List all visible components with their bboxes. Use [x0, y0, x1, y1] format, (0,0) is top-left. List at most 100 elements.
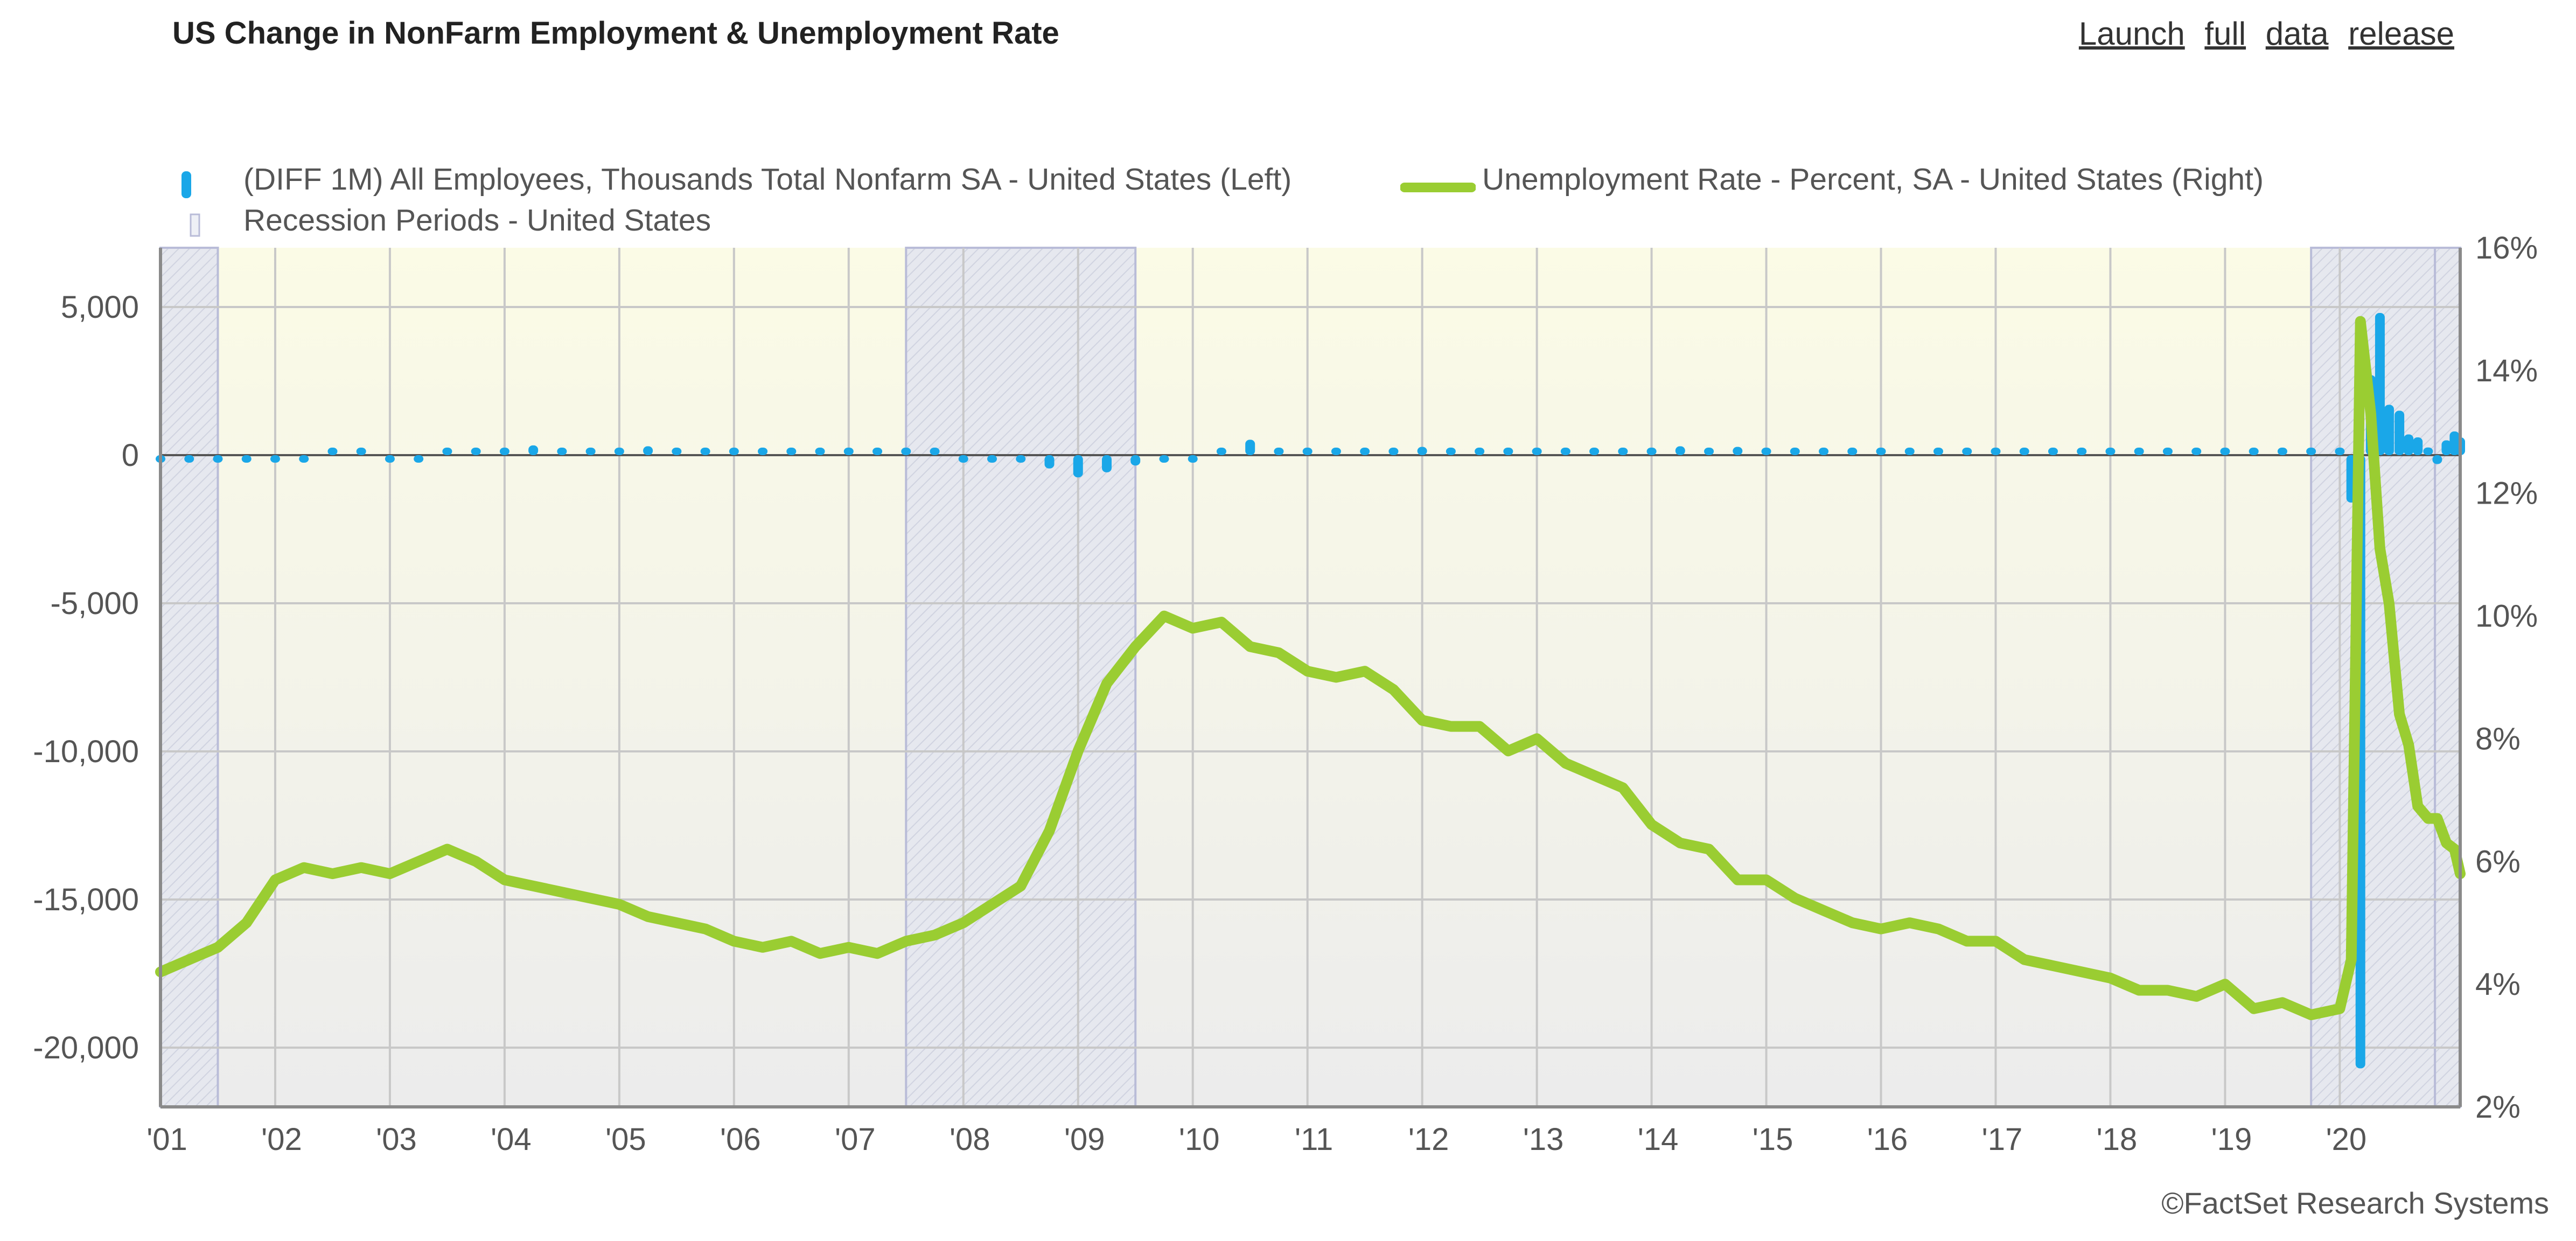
- payroll-bar: [241, 455, 252, 463]
- x-tick-label: '16: [1867, 1122, 1908, 1157]
- payroll-bar: [1159, 455, 1169, 463]
- release-word[interactable]: release: [2348, 16, 2454, 52]
- bar-marker-icon: [181, 171, 191, 198]
- y-left-tick-label: 5,000: [61, 290, 139, 325]
- y-right-tick-label: 16%: [2475, 231, 2538, 266]
- payroll-bar: [1933, 448, 1943, 455]
- payroll-bar: [471, 448, 481, 455]
- payroll-bar: [1503, 448, 1513, 455]
- payroll-bar: [2306, 448, 2316, 455]
- x-tick-label: '19: [2211, 1122, 2252, 1157]
- launch-data-release-link[interactable]: Launch full data release: [2068, 15, 2454, 52]
- payroll-bar: [987, 455, 997, 463]
- y-right-tick-label: 10%: [2475, 599, 2538, 634]
- recession-band: [2434, 247, 2461, 1108]
- payroll-bar: [414, 455, 424, 463]
- payroll-bar: [614, 448, 624, 455]
- payroll-bar: [2413, 437, 2423, 455]
- payroll-bar: [2249, 448, 2259, 455]
- payroll-bar: [1274, 448, 1284, 455]
- payroll-bar: [1101, 455, 1112, 472]
- x-tick-label: '03: [376, 1122, 417, 1157]
- payroll-bar: [2423, 447, 2433, 455]
- x-tick-label: '11: [1295, 1122, 1333, 1157]
- release-word[interactable]: Launch: [2078, 16, 2185, 52]
- x-tick-label: '06: [720, 1122, 761, 1157]
- payroll-bar: [184, 455, 194, 463]
- payroll-bar: [1904, 448, 1915, 455]
- x-tick-label: '08: [950, 1122, 990, 1157]
- payroll-bar: [2432, 455, 2442, 464]
- payroll-bar: [1360, 448, 1370, 455]
- recession-band: [905, 247, 1137, 1108]
- line-marker-icon: [1400, 183, 1476, 192]
- payroll-bar: [700, 448, 710, 455]
- unemployment-line: [155, 316, 2466, 1021]
- y-left-tick-label: 0: [122, 438, 139, 473]
- payroll-bar: [1733, 447, 1743, 455]
- payroll-bar: [557, 448, 567, 455]
- payroll-bar: [2191, 448, 2202, 455]
- payroll-bar: [385, 455, 395, 463]
- payroll-bar: [2105, 448, 2116, 455]
- x-tick-label: '02: [261, 1122, 302, 1157]
- payroll-bar: [1130, 455, 1141, 466]
- legend-label-unemployment: Unemployment Rate - Percent, SA - United…: [1482, 162, 2264, 197]
- payroll-bar: [815, 448, 825, 455]
- payroll-bar: [1819, 448, 1829, 455]
- legend-label-recession: Recession Periods - United States: [243, 203, 711, 238]
- x-tick-label: '14: [1638, 1122, 1679, 1157]
- y-left-tick-label: -10,000: [33, 734, 139, 769]
- x-tick-label: '18: [2097, 1122, 2138, 1157]
- payroll-bar: [1044, 455, 1055, 469]
- payroll-bar: [1991, 448, 2001, 455]
- payroll-bar: [2375, 313, 2385, 455]
- payroll-bar: [1245, 440, 1255, 455]
- payroll-bar: [213, 455, 223, 463]
- payroll-bar: [2162, 448, 2173, 455]
- x-tick-label: '15: [1753, 1122, 1793, 1157]
- payroll-bar: [1188, 455, 1198, 463]
- x-tick-label: '17: [1982, 1122, 2023, 1157]
- payroll-bar: [930, 448, 940, 455]
- payroll-bar: [585, 448, 596, 455]
- payroll-bar: [1216, 448, 1226, 455]
- release-word[interactable]: data: [2265, 16, 2329, 52]
- payroll-bar: [1876, 448, 1886, 455]
- x-tick-label: '07: [835, 1122, 876, 1157]
- payroll-bar: [672, 448, 682, 455]
- payroll-bar: [2220, 448, 2230, 455]
- y-left-tick-label: -5,000: [51, 586, 139, 621]
- recession-band: [159, 247, 219, 1108]
- payroll-bar: [1618, 448, 1628, 455]
- payroll-bar: [1675, 446, 1685, 455]
- payroll-bar: [1589, 448, 1600, 455]
- payroll-bar: [872, 448, 883, 455]
- payroll-bar: [2048, 448, 2058, 455]
- payroll-bar: [2335, 448, 2345, 455]
- y-right-tick-label: 2%: [2475, 1090, 2521, 1125]
- release-word[interactable]: full: [2204, 16, 2246, 52]
- payroll-bar: [299, 455, 309, 463]
- payroll-bar: [528, 445, 539, 455]
- payroll-bar: [1073, 455, 1083, 478]
- unemployment-line-path: [155, 316, 2466, 1021]
- payroll-bar: [1331, 448, 1341, 455]
- y-right-tick-label: 8%: [2475, 721, 2521, 756]
- x-tick-label: '10: [1179, 1122, 1220, 1157]
- x-tick-label: '12: [1408, 1122, 1449, 1157]
- y-left-tick-label: -20,000: [33, 1030, 139, 1065]
- payroll-bar: [843, 448, 854, 455]
- x-tick-label: '09: [1064, 1122, 1105, 1157]
- axes: 5,000 0 -5,000 -10,000 -15,000 -20,000 16% 14% 1…: [33, 231, 2538, 1157]
- y-right-tick-label: 12%: [2475, 476, 2538, 511]
- payroll-bar: [2077, 448, 2087, 455]
- payroll-bar: [2441, 440, 2452, 455]
- x-tick-label: '01: [146, 1122, 187, 1157]
- payroll-bar: [270, 455, 280, 463]
- payroll-bar: [2019, 448, 2029, 455]
- payroll-bar: [1790, 448, 1800, 455]
- plot-background: [160, 248, 2460, 1107]
- x-tick-label: '20: [2326, 1122, 2367, 1157]
